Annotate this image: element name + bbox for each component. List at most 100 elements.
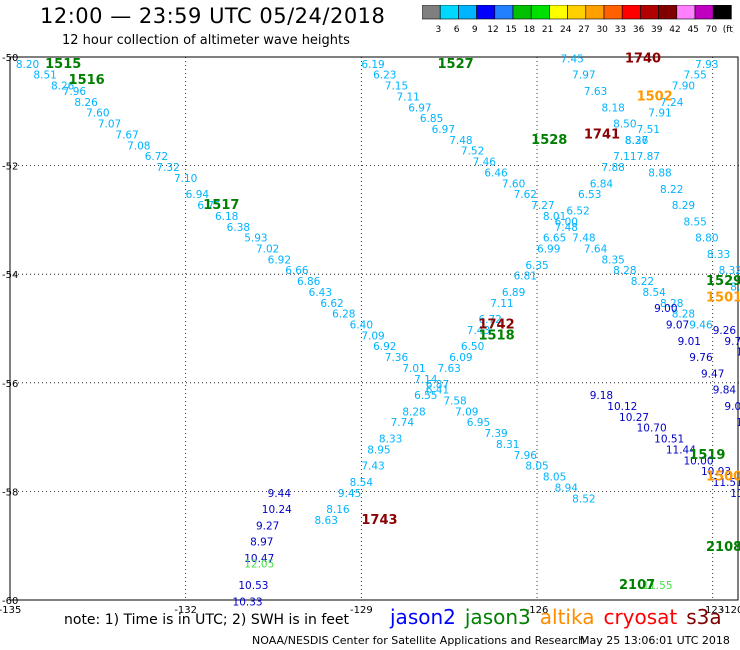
track-2108: 12.05 11.55 bbox=[244, 558, 672, 592]
wave-height-point: 6.75 bbox=[197, 200, 220, 212]
wave-height-point: 6.97 bbox=[408, 102, 431, 114]
wave-height-point: 7.60 bbox=[502, 178, 525, 190]
wave-height-point: 6.40 bbox=[350, 320, 373, 332]
wave-height-point: 8.05 bbox=[525, 461, 548, 473]
wave-height-point: 7.93 bbox=[695, 59, 718, 71]
wave-height-point: 10.27 bbox=[619, 412, 649, 424]
wave-height-point: 8.31 bbox=[496, 439, 519, 451]
wave-height-point: 8.97 bbox=[250, 537, 273, 549]
wave-height-point: 7.58 bbox=[443, 396, 466, 408]
wave-height-point: 9.76 bbox=[689, 352, 713, 364]
y-tick-label: -52 bbox=[2, 162, 18, 173]
wave-height-point: 8.54 bbox=[642, 287, 666, 299]
wave-height-point: 10.50 bbox=[736, 347, 740, 359]
color-scale-swatch bbox=[712, 5, 732, 20]
legend-item-s3a: s3a bbox=[686, 605, 722, 629]
wave-height-point: 6.28 bbox=[332, 309, 355, 321]
color-scale-label: (ft) bbox=[723, 25, 734, 35]
wave-height-point: 12.05 bbox=[244, 558, 274, 570]
wave-height-point: 8.50 bbox=[613, 119, 636, 131]
wave-height-point: 9.46 bbox=[689, 320, 713, 332]
wave-height-point: 7.09 bbox=[455, 406, 478, 418]
wave-height-point: 7.48 bbox=[572, 233, 595, 245]
wave-height-point: 7.63 bbox=[584, 86, 607, 98]
track-id-label: 1515 bbox=[45, 57, 81, 72]
wave-height-point: 8.28 bbox=[672, 309, 695, 321]
wave-height-point: 7.63 bbox=[437, 363, 460, 375]
legend-item-altika: altika bbox=[539, 605, 595, 629]
wave-height-point: 6.85 bbox=[420, 113, 443, 125]
wave-height-point: 6.66 bbox=[285, 265, 309, 277]
wave-height-point: 8.27 bbox=[625, 135, 648, 147]
wave-height-point: 6.84 bbox=[590, 178, 614, 190]
wave-height-point: 8.55 bbox=[683, 216, 706, 228]
wave-height-point: 7.45 bbox=[560, 53, 583, 65]
wave-height-point: 11.51 bbox=[713, 477, 740, 489]
wave-height-point: 7.11 bbox=[613, 151, 636, 163]
wave-height-point: 10.13 bbox=[736, 417, 740, 429]
track-1528: 8.638.169.458.547.438.958.337.748.286.55… bbox=[315, 59, 719, 527]
chart-title: 12:00 — 23:59 UTC 05/24/2018 bbox=[40, 4, 386, 28]
generation-timestamp: May 25 13:06:01 UTC 2018 bbox=[580, 634, 730, 647]
wave-height-point: 6.19 bbox=[361, 59, 384, 71]
wave-height-point: 7.02 bbox=[256, 243, 279, 255]
wave-height-point: 10.70 bbox=[637, 423, 667, 435]
wave-height-point: 11.44 bbox=[666, 444, 696, 456]
y-tick-label: -60 bbox=[2, 596, 18, 607]
wave-height-point: 7.96 bbox=[514, 450, 538, 462]
wave-height-point: 7.14 bbox=[414, 374, 438, 386]
satellite-legend: jason2 jason3 altika cryosat s3a bbox=[390, 605, 731, 629]
wave-height-point: 9.18 bbox=[590, 390, 613, 402]
credit-line: NOAA/NESDIS Center for Satellite Applica… bbox=[252, 634, 586, 647]
wave-height-point: 6.00 bbox=[555, 216, 578, 228]
wave-height-point: 6.35 bbox=[525, 260, 548, 272]
wave-height-point: 10.00 bbox=[683, 455, 713, 467]
x-tick-label: -123 bbox=[701, 605, 724, 616]
wave-height-point: 8.26 bbox=[74, 97, 98, 109]
color-scale-label: 18 bbox=[524, 25, 536, 35]
y-tick-label: -58 bbox=[2, 487, 18, 498]
track-id-label: 1516 bbox=[69, 73, 105, 88]
wave-height-point: 6.18 bbox=[215, 211, 238, 223]
wave-height-point: 10.12 bbox=[607, 401, 637, 413]
wave-height-point: 7.96 bbox=[63, 86, 87, 98]
wave-height-point: 7.15 bbox=[385, 81, 408, 93]
track-id-label: 1741 bbox=[584, 127, 620, 142]
wave-height-point: 6.81 bbox=[514, 271, 537, 283]
x-tick-label: -132 bbox=[174, 605, 197, 616]
track-id-label: 1501 bbox=[706, 290, 740, 305]
wave-height-point: 7.32 bbox=[156, 162, 179, 174]
track-id-label: 2107 bbox=[619, 578, 655, 593]
wave-height-point: 6.53 bbox=[578, 189, 601, 201]
wave-height-point: 7.11 bbox=[396, 91, 419, 103]
wave-height-point: 9.26 bbox=[713, 325, 737, 337]
wave-height-point: 8.16 bbox=[326, 504, 350, 516]
wave-height-point: 10.47 bbox=[244, 553, 274, 565]
wave-height-point: 9.00 bbox=[654, 303, 677, 315]
wave-height-point: 7.91 bbox=[648, 108, 671, 120]
color-scale-label: 39 bbox=[651, 25, 663, 35]
wave-height-point: 6.23 bbox=[373, 70, 396, 82]
wave-height-point: 6.87 bbox=[426, 379, 449, 391]
color-scale-label: 12 bbox=[487, 25, 498, 35]
wave-height-point: 6.72 bbox=[478, 314, 501, 326]
track-1743: 9.44 10.24 9.27 8.97 10.47 10.53 10.33 bbox=[233, 488, 293, 609]
wave-height-point: 7.36 bbox=[385, 352, 409, 364]
wave-height-point: 8.26 bbox=[51, 81, 75, 93]
wave-height-point: 7.67 bbox=[115, 129, 138, 141]
track-id-label: 1519 bbox=[689, 448, 725, 463]
wave-height-point: 6.41 bbox=[426, 385, 449, 397]
x-tick-label: -120 bbox=[721, 605, 740, 616]
track-id-label: 1527 bbox=[437, 57, 473, 72]
wave-height-point: 9.07 bbox=[666, 320, 689, 332]
wave-height-point: 6.92 bbox=[268, 254, 291, 266]
wave-height-point: 8.51 bbox=[33, 70, 56, 82]
wave-height-point: 9.47 bbox=[701, 368, 724, 380]
wave-height-point: 6.99 bbox=[537, 243, 560, 255]
wave-height-point: 6.95 bbox=[467, 417, 490, 429]
y-tick-label: -56 bbox=[2, 379, 18, 390]
wave-height-point: 8.33 bbox=[707, 249, 730, 261]
wave-height-point: 9.27 bbox=[256, 520, 279, 532]
wave-height-point: 8.95 bbox=[367, 444, 390, 456]
color-scale-label: 33 bbox=[615, 25, 626, 35]
